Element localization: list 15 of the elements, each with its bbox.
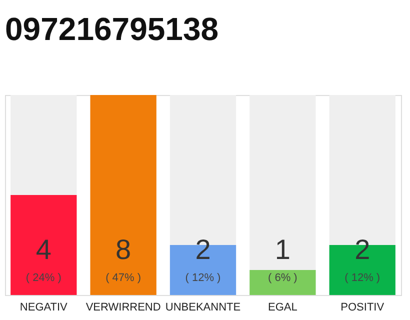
x-tick-label: POSITIV (340, 302, 385, 314)
annotation: ( 12% ) (185, 272, 221, 284)
x-tick-label: NEGATIV (20, 302, 68, 314)
annotation: ( 6% ) (268, 272, 298, 284)
x-tick-label: VERWIRREND (86, 302, 161, 314)
annotation: ( 47% ) (106, 272, 142, 284)
data-label: 8 (116, 234, 132, 265)
annotation: ( 24% ) (26, 272, 62, 284)
annotation: ( 12% ) (344, 272, 380, 284)
bar (250, 270, 316, 295)
data-label: 1 (274, 234, 290, 265)
x-tick-label: UNBEKANNTE (165, 302, 241, 314)
x-tick-label: EGAL (268, 302, 298, 314)
chart-title: 097216795138 (5, 11, 219, 47)
data-label: 4 (36, 234, 52, 265)
